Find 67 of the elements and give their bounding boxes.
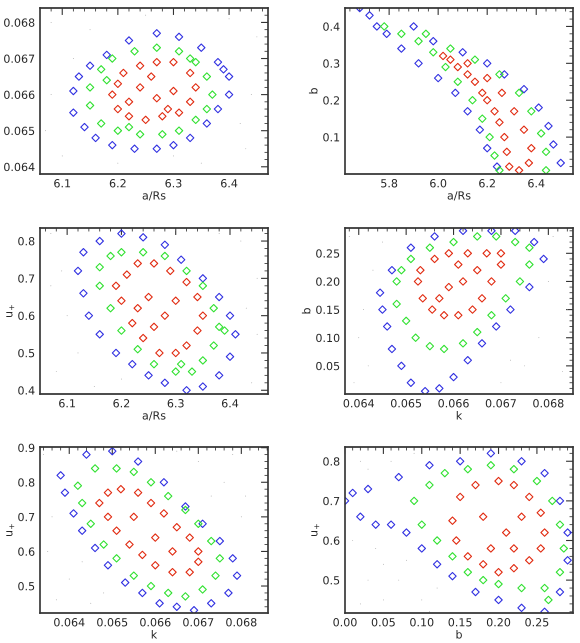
- y-tick-label: 0.8: [323, 457, 340, 466]
- y-tick-label: 0.2: [323, 96, 340, 105]
- y-axis-title: b: [308, 88, 318, 94]
- y-tick-label: 0.066: [4, 90, 34, 99]
- y-tick-label: 0.05: [316, 362, 340, 370]
- y-tick-label: 0.6: [18, 312, 34, 320]
- y-axis-title: b: [302, 308, 310, 314]
- y-tick-label: 0.4: [323, 22, 340, 31]
- y-tick-label: 0.7: [18, 274, 34, 283]
- x-tick-label: 0.068: [533, 399, 564, 408]
- x-tick-label: 6.1: [59, 399, 75, 408]
- x-tick-label: 6.3: [165, 179, 182, 188]
- y-tick-label: 0.4: [18, 386, 35, 395]
- y-tick-label: 0.065: [4, 126, 34, 136]
- y-tick-label: 0.6: [323, 536, 340, 545]
- y-tick-label: 0.3: [323, 59, 340, 68]
- y-tick-label: 0.25: [316, 249, 340, 258]
- x-tick-label: 0.15: [448, 618, 472, 626]
- x-tick-label: 6.2: [110, 179, 126, 188]
- x-tick-label: 0.10: [410, 618, 434, 626]
- x-axis-title: b: [456, 630, 462, 639]
- x-axis-title: k: [152, 630, 158, 638]
- x-tick-label: 6.4: [222, 399, 238, 408]
- x-tick-label: 6.2: [479, 179, 495, 188]
- y-tick-label: 0.7: [323, 496, 340, 506]
- x-tick-label: 0.065: [390, 399, 422, 408]
- x-axis-title: a/Rs: [142, 191, 166, 200]
- x-tick-label: 0.20: [486, 618, 510, 626]
- y-tick-label: 0.7: [18, 512, 34, 522]
- x-tick-label: 0.064: [54, 618, 85, 626]
- y-axis-title: u$_{+}$: [6, 524, 14, 536]
- x-tick-label: 0.066: [438, 399, 469, 408]
- x-tick-label: 0.067: [486, 399, 516, 408]
- y-tick-label: 0.9: [18, 444, 34, 452]
- y-tick-label: 0.8: [18, 237, 34, 246]
- x-tick-label: 0.00: [333, 618, 357, 626]
- y-tick-label: 0.067: [4, 54, 34, 63]
- y-tick-label: 0.5: [18, 582, 34, 590]
- y-tick-label: 0.8: [18, 478, 34, 487]
- x-tick-label: 6.0: [430, 179, 446, 188]
- x-axis-title: a/Rs: [142, 411, 166, 420]
- x-tick-label: 6.4: [528, 179, 544, 188]
- x-tick-label: 6.1: [54, 179, 70, 188]
- y-tick-label: 0.068: [4, 18, 34, 27]
- y-tick-label: 0.20: [316, 277, 340, 286]
- x-tick-label: 6.2: [113, 399, 130, 408]
- x-tick-label: 0.066: [140, 618, 170, 626]
- y-tick-label: 0.6: [18, 547, 34, 556]
- x-tick-label: 0.25: [525, 618, 548, 626]
- x-axis-title: k: [456, 411, 462, 420]
- x-tick-label: 0.065: [97, 618, 128, 626]
- x-tick-label: 0.064: [344, 399, 374, 408]
- y-tick-label: 0.10: [316, 334, 340, 342]
- y-tick-label: 0.064: [4, 162, 35, 172]
- x-tick-label: 6.4: [221, 179, 238, 188]
- x-tick-label: 0.067: [183, 618, 214, 626]
- x-tick-label: 5.8: [381, 179, 398, 188]
- y-tick-label: 0.1: [323, 133, 340, 142]
- y-tick-label: 0.15: [316, 306, 340, 314]
- y-tick-label: 0.5: [18, 348, 34, 358]
- x-tick-label: 6.3: [168, 399, 184, 408]
- x-tick-label: 0.05: [372, 618, 395, 626]
- x-tick-label: 0.068: [226, 618, 256, 626]
- x-axis-title: a/Rs: [448, 191, 470, 200]
- y-axis-title: u$_{+}$: [311, 524, 320, 536]
- y-tick-label: 0.5: [323, 576, 340, 584]
- y-axis-title: u$_{+}$: [6, 305, 14, 318]
